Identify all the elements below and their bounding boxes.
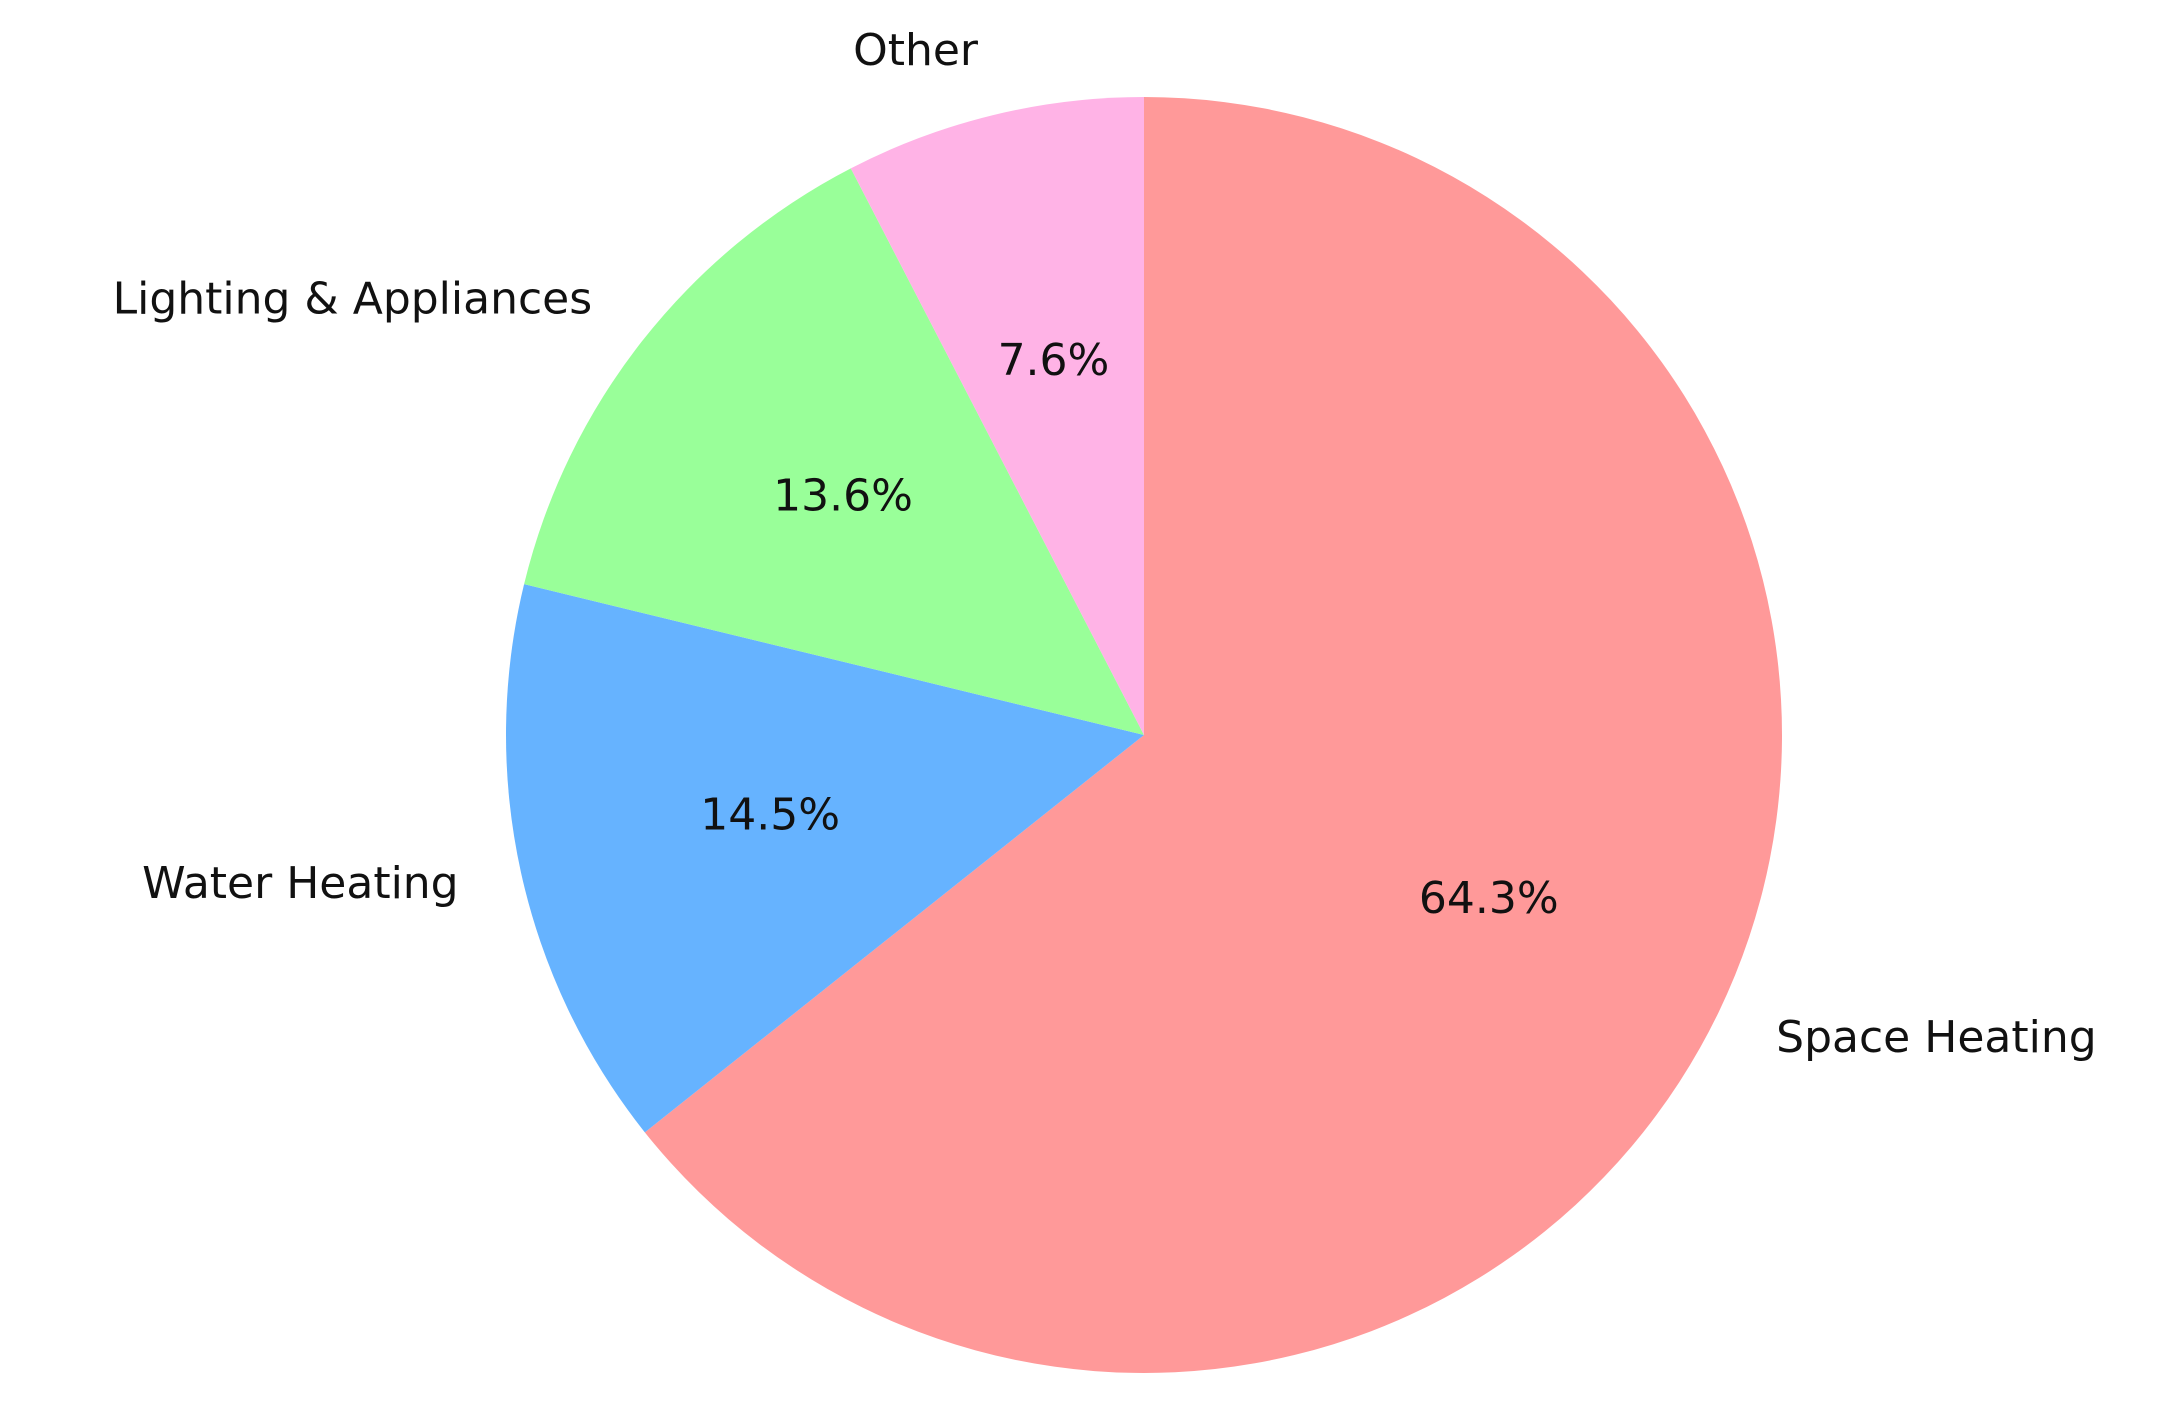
pie-slice xyxy=(644,97,1782,1373)
slice-label: Lighting & Appliances xyxy=(113,273,593,324)
value-label: 7.6% xyxy=(998,335,1110,386)
pie-slice xyxy=(506,584,1145,1133)
slice-label: Other xyxy=(853,25,979,76)
value-label: 64.3% xyxy=(1419,873,1559,924)
value-label: 13.6% xyxy=(773,470,913,521)
pie-slice xyxy=(850,97,1144,735)
slice-label: Water Heating xyxy=(142,858,458,909)
slice-label: Space Heating xyxy=(1776,1012,2096,1063)
pie-slice xyxy=(524,168,1144,735)
value-label: 14.5% xyxy=(700,789,840,840)
